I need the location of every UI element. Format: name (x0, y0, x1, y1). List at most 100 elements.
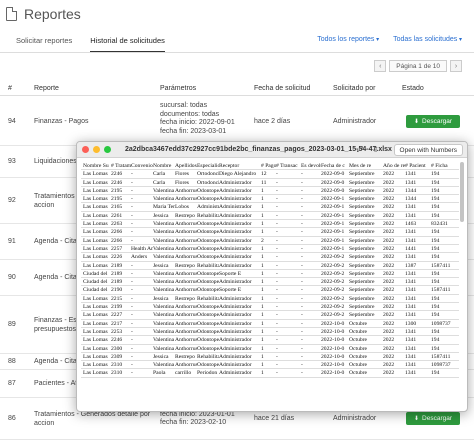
sheet-cell: - (301, 262, 303, 269)
sheet-cell: - (131, 320, 133, 327)
sheet-cell: 1 (261, 279, 264, 286)
sheet-cell: Anthorrus (175, 279, 197, 286)
row-requested-by: Administrador (333, 415, 377, 422)
sheet-cell: Las Lomas (83, 304, 108, 311)
sheet-cell: - (301, 328, 303, 335)
sheet-cell: - (276, 171, 278, 178)
sheet-cell: 194 (431, 254, 440, 261)
sheet-cell: - (301, 212, 303, 219)
sheet-cell: - (301, 204, 303, 211)
preview-scrollbar[interactable] (460, 162, 464, 222)
sheet-row: Las Lomas 2310 - Paola carrillo Periodon Admin… (81, 369, 459, 378)
sheet-row: Ciudad del 2189 - Valentina Anthorrus Odontop… (81, 270, 459, 279)
row-report-name: Pacientes - Afil... (34, 380, 87, 387)
sheet-cell: 2022 (383, 229, 395, 236)
next-page-button[interactable]: › (450, 60, 462, 72)
sheet-cell: 2217 (111, 320, 123, 327)
sheet-row: Las Lomas 2261 - Jessica Restrepo Rehabilita A… (81, 212, 459, 221)
sheet-cell: - (131, 179, 133, 186)
sheet-cell: Anthorrus (175, 328, 197, 335)
sheet-cell: Septiembre (349, 229, 375, 236)
sheet-cell: Septiembre (349, 212, 375, 219)
sheet-cell: - (276, 370, 278, 377)
sheet-cell: Septiembre (349, 287, 375, 294)
row-report-name: Tratamientos - ... (34, 193, 87, 200)
sheet-cell: Valentina (153, 345, 175, 352)
sheet-cell: - (131, 229, 133, 236)
sheet-cell: 1463 (405, 221, 417, 228)
sheet-cell: - (131, 187, 133, 194)
preview-filename: 2a2dbca3467edd37c2927cc91bde2bc_finanzas… (125, 146, 392, 153)
sheet-cell: - (301, 279, 303, 286)
row-report-name-line2: presupuestos (34, 326, 77, 333)
sheet-cell: 1 (261, 362, 264, 369)
download-button[interactable]: Descargar (405, 412, 460, 425)
share-icon[interactable]: ⇪ (372, 145, 379, 154)
page-header: Reportes (0, 0, 474, 28)
sheet-header-cell: # Tratami (111, 163, 131, 169)
sheet-cell: 194 (431, 179, 440, 186)
sheet-cell: - (301, 362, 303, 369)
sheet-cell: Valentina (153, 287, 175, 294)
maximize-window-icon[interactable] (104, 146, 111, 153)
sheet-cell: 2022-10-0 (321, 362, 345, 369)
sheet-cell: - (276, 221, 278, 228)
download-button[interactable]: Descargar (405, 115, 460, 128)
sheet-cell: 1341 (405, 212, 417, 219)
sheet-row: Ciudad del 2189 - Valentina Anthorrus Odontop… (81, 278, 459, 287)
expand-icon[interactable]: ⤢ (356, 145, 363, 154)
sheet-cell: 1341 (405, 304, 417, 311)
sheet-row: Las Lomas 2195 - Valentina Anthorrus Odontope… (81, 187, 459, 196)
sheet-cell: 1 (261, 196, 264, 203)
sheet-cell: - (301, 179, 303, 186)
sheet-cell: Soporte E (219, 287, 242, 294)
sheet-cell: 832431 (431, 221, 448, 228)
sheet-cell: 1098737 (431, 362, 451, 369)
prev-page-button[interactable]: ‹ (374, 60, 387, 72)
sheet-cell: - (301, 229, 303, 236)
sheet-cell: Odontope (197, 279, 219, 286)
sheet-cell: 1341 (405, 345, 417, 352)
sheet-cell: 2022-10-0 (321, 320, 345, 327)
sheet-header-cell: # Pago (261, 163, 276, 169)
sheet-cell: Septiembre (349, 245, 375, 252)
sheet-cell: Las Lomas (83, 295, 108, 302)
sheet-cell: - (131, 345, 133, 352)
sheet-cell: - (301, 187, 303, 194)
sheet-cell: Septiembre (349, 171, 375, 178)
sheet-cell: 2022 (383, 353, 395, 360)
sheet-cell: - (131, 237, 133, 244)
sheet-cell: Administrador (219, 295, 252, 302)
sheet-cell: - (131, 196, 133, 203)
open-with-numbers-button[interactable]: Open with Numbers (393, 144, 463, 156)
sheet-cell: Soporte E (219, 270, 242, 277)
sheet-cell: 1341 (405, 337, 417, 344)
close-window-icon[interactable] (82, 146, 89, 153)
sheet-cell: Octubre (349, 345, 368, 352)
sheet-cell: Odontope (197, 304, 219, 311)
requests-filter-dropdown[interactable]: Todas las solicitudes (393, 36, 462, 43)
sheet-cell: Ciudad del (83, 270, 108, 277)
sheet-cell: - (301, 320, 303, 327)
sheet-cell: - (301, 287, 303, 294)
sheet-cell: 1341 (405, 287, 417, 294)
tab-request-reports[interactable]: Solicitar reportes (16, 36, 73, 45)
pagination: ‹ Página 1 de 10 › (374, 60, 462, 72)
sheet-cell: 194 (431, 187, 440, 194)
sheet-cell: 2190 (111, 287, 123, 294)
sheet-cell: 2022 (383, 304, 395, 311)
sheet-cell: 1 (261, 245, 264, 252)
sheet-cell: carrillo (175, 370, 192, 377)
sheet-cell: 2227 (111, 312, 123, 319)
sheet-cell: Septiembre (349, 312, 375, 319)
reports-filter-dropdown[interactable]: Todos los reportes (317, 36, 379, 43)
sheet-cell: Anthorrus (175, 196, 197, 203)
sheet-row: Ciudad del 2190 - Valentina Anthorrus Odontop… (81, 286, 459, 295)
sheet-row: Las Lomas 2246 - Carla Flores Ortodonci Diego … (81, 170, 459, 179)
sheet-row: Las Lomas 2309 - Jessica Restrepo Rehabilita A… (81, 353, 459, 362)
minimize-window-icon[interactable] (93, 146, 100, 153)
sheet-cell: Flores (175, 171, 189, 178)
sheet-cell: Anthorrus (175, 320, 197, 327)
tab-request-history[interactable]: Historial de solicitudes (90, 36, 165, 52)
sheet-cell: 1344 (405, 187, 417, 194)
